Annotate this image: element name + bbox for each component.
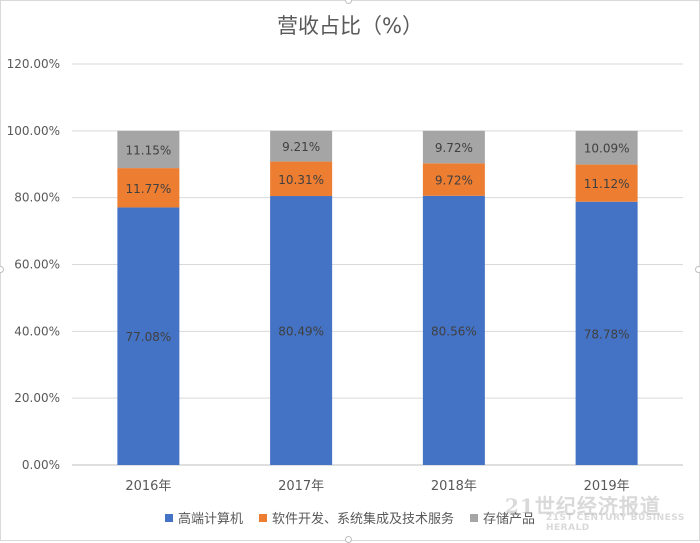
y-tick-label: 80.00% (14, 191, 60, 205)
legend-swatch (258, 513, 267, 522)
bar-segment (270, 161, 333, 197)
data-label: 9.72% (435, 174, 473, 188)
legend-swatch (164, 513, 173, 522)
bar-segment (422, 130, 485, 164)
data-label: 80.56% (431, 324, 477, 338)
watermark-logo: 21世纪经济报道 (505, 494, 661, 518)
y-tick-label: 100.00% (7, 124, 60, 138)
y-tick-label: 60.00% (14, 258, 60, 272)
bar-segment (117, 168, 180, 208)
bar-segment (270, 196, 333, 466)
data-label: 9.72% (435, 141, 473, 155)
data-label: 80.49% (278, 325, 324, 339)
bar-segment (117, 130, 180, 169)
bar-segment (270, 130, 333, 162)
watermark-subtitle: 21ST CENTURY BUSINESS HERALD (546, 513, 685, 533)
legend-item-software-services: 软件开发、系统集成及技术服务 (258, 508, 454, 527)
data-label: 78.78% (584, 327, 630, 341)
legend-item-storage: 存储产品 (470, 508, 535, 527)
x-tick-label: 2019年 (584, 479, 630, 494)
legend-item-high-end-computer: 高端计算机 (164, 508, 243, 527)
data-label: 77.08% (125, 330, 171, 344)
x-tick-label: 2016年 (125, 479, 171, 494)
data-label: 10.31% (278, 173, 324, 187)
data-label: 9.21% (282, 140, 320, 154)
bar-segment (575, 164, 638, 202)
y-tick-label: 20.00% (14, 391, 60, 405)
bar-segment (575, 130, 638, 165)
y-tick-label: 40.00% (14, 324, 60, 338)
y-tick-label: 120.00% (7, 57, 60, 71)
bar-segment (422, 195, 485, 465)
resize-handle-right[interactable] (695, 266, 700, 273)
x-tick-label: 2018年 (431, 479, 477, 494)
data-label: 11.12% (584, 177, 630, 191)
data-label: 11.77% (125, 182, 171, 196)
y-tick-label: 0.00% (22, 458, 60, 472)
legend: 高端计算机 软件开发、系统集成及技术服务 存储产品 (0, 508, 700, 527)
legend-label: 软件开发、系统集成及技术服务 (271, 512, 454, 527)
bar-segment (422, 163, 485, 196)
chart-title: 营收占比（%） (277, 14, 423, 38)
legend-swatch (470, 513, 478, 522)
bar-segment (575, 201, 638, 465)
data-label: 10.09% (584, 142, 630, 156)
bar-segment (117, 207, 180, 466)
data-label: 11.15% (125, 143, 171, 157)
resize-handle-top[interactable] (345, 0, 352, 4)
resize-handle-left[interactable] (0, 266, 4, 273)
legend-label: 高端计算机 (177, 512, 243, 527)
legend-label: 存储产品 (483, 512, 536, 527)
x-tick-label: 2017年 (278, 479, 324, 494)
